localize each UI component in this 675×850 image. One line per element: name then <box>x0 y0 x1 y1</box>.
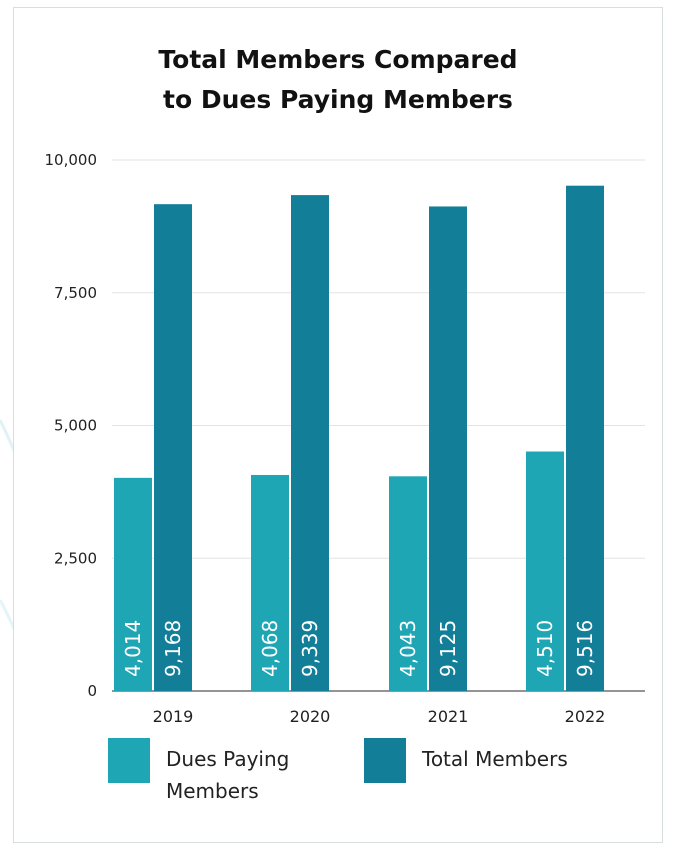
legend: Dues Paying Members Total Members <box>108 738 568 803</box>
bar-total-members-2019 <box>154 204 192 691</box>
legend-label: Total Members <box>421 747 568 771</box>
bar-value-label: 4,043 <box>396 620 420 677</box>
legend-label: Dues Paying <box>166 747 289 771</box>
bars: 4,014 9,168 4,068 9,339 4,043 9,125 4,510 9,516 <box>114 185 604 692</box>
chart-title-line-2: to Dues Paying Members <box>163 85 513 114</box>
bar-total-members-2022 <box>566 185 604 692</box>
bar-value-label: 9,125 <box>436 620 460 677</box>
bar-total-members-2020 <box>291 195 329 691</box>
legend-label: Members <box>166 779 259 803</box>
y-tick-label: 5,000 <box>54 417 97 435</box>
bar-value-label: 9,516 <box>573 620 597 677</box>
bar-dues-paying-2021 <box>389 476 427 691</box>
bar-dues-paying-2022 <box>526 451 564 691</box>
y-tick-label: 2,500 <box>54 549 97 567</box>
y-tick-label: 10,000 <box>45 151 98 169</box>
x-tick-label: 2021 <box>428 707 469 726</box>
bar-value-label: 9,168 <box>161 620 185 677</box>
y-tick-label: 0 <box>87 682 97 700</box>
bar-dues-paying-2020 <box>251 474 289 691</box>
x-axis-ticks: 2019 2020 2021 2022 <box>153 707 606 726</box>
x-tick-label: 2019 <box>153 707 194 726</box>
legend-swatch-dues-paying <box>108 738 150 783</box>
bar-total-members-2021 <box>429 206 467 691</box>
x-tick-label: 2022 <box>565 707 606 726</box>
bar-value-label: 4,510 <box>533 620 557 677</box>
bar-value-label: 4,068 <box>258 620 282 677</box>
legend-swatch-total-members <box>364 738 406 783</box>
chart-title-line-1: Total Members Compared <box>158 45 517 74</box>
bar-value-label: 4,014 <box>121 620 145 677</box>
bar-dues-paying-2019 <box>114 477 152 691</box>
bar-value-label: 9,339 <box>298 620 322 677</box>
x-tick-label: 2020 <box>290 707 331 726</box>
y-tick-label: 7,500 <box>54 284 97 302</box>
